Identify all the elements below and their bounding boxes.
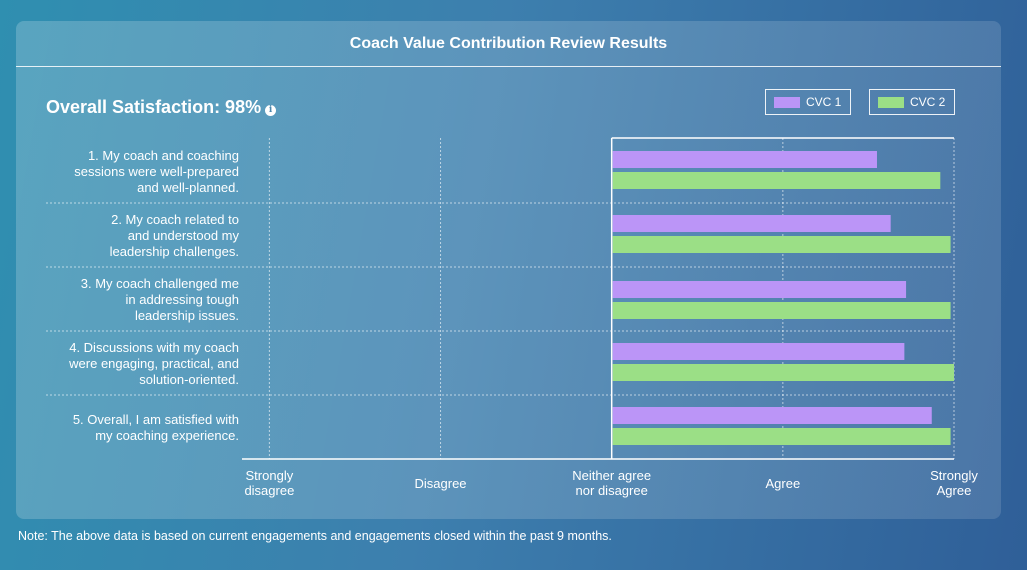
footnote: Note: The above data is based on current… bbox=[18, 529, 612, 543]
x-tick-label-1: Strongly disagree bbox=[244, 468, 295, 498]
overall-satisfaction: Overall Satisfaction: 98% i bbox=[46, 95, 277, 119]
bar-cvc1-q5 bbox=[612, 407, 932, 424]
overall-satisfaction-label: Overall Satisfaction: 98% bbox=[46, 97, 262, 117]
bar-cvc2-q4 bbox=[612, 364, 954, 381]
legend-swatch-cvc2 bbox=[878, 96, 904, 108]
legend-label-cvc1: CVC 1 bbox=[806, 95, 842, 109]
title-divider bbox=[16, 66, 1001, 67]
card-title: Coach Value Contribution Review Results bbox=[349, 35, 668, 52]
question-label-3: 3. My coach challenged me in addressing … bbox=[80, 276, 239, 323]
x-tick-label-5: Strongly Agree bbox=[930, 468, 978, 498]
legend-item-cvc1[interactable]: CVC 1 bbox=[765, 89, 851, 115]
legend-swatch-cvc1 bbox=[774, 96, 800, 108]
legend-label-cvc2: CVC 2 bbox=[910, 95, 946, 109]
bar-cvc2-q1 bbox=[612, 172, 941, 189]
question-label-4: 4. Discussions with my coach were engagi… bbox=[69, 340, 239, 387]
question-label-5: 5. Overall, I am satisfied with my coach… bbox=[72, 412, 239, 443]
question-label-1: 1. My coach and coaching sessions were w… bbox=[74, 148, 239, 195]
info-icon[interactable]: i bbox=[265, 105, 277, 116]
x-tick-label-3: Neither agree nor disagree bbox=[572, 468, 652, 498]
bar-cvc1-q2 bbox=[612, 215, 891, 232]
bar-cvc1-q1 bbox=[612, 151, 877, 168]
x-tick-label-2: Disagree bbox=[414, 476, 467, 491]
bar-cvc2-q2 bbox=[612, 236, 951, 253]
question-label-2: 2. My coach related to and understood my… bbox=[109, 212, 239, 259]
bar-cvc2-q5 bbox=[612, 428, 951, 445]
bar-cvc1-q4 bbox=[612, 343, 905, 360]
bar-cvc1-q3 bbox=[612, 281, 907, 298]
results-card: Coach Value Contribution Review Results … bbox=[16, 21, 1001, 519]
x-tick-label-4: Agree bbox=[765, 476, 801, 491]
bar-cvc2-q3 bbox=[612, 302, 951, 319]
legend-item-cvc2[interactable]: CVC 2 bbox=[869, 89, 955, 115]
